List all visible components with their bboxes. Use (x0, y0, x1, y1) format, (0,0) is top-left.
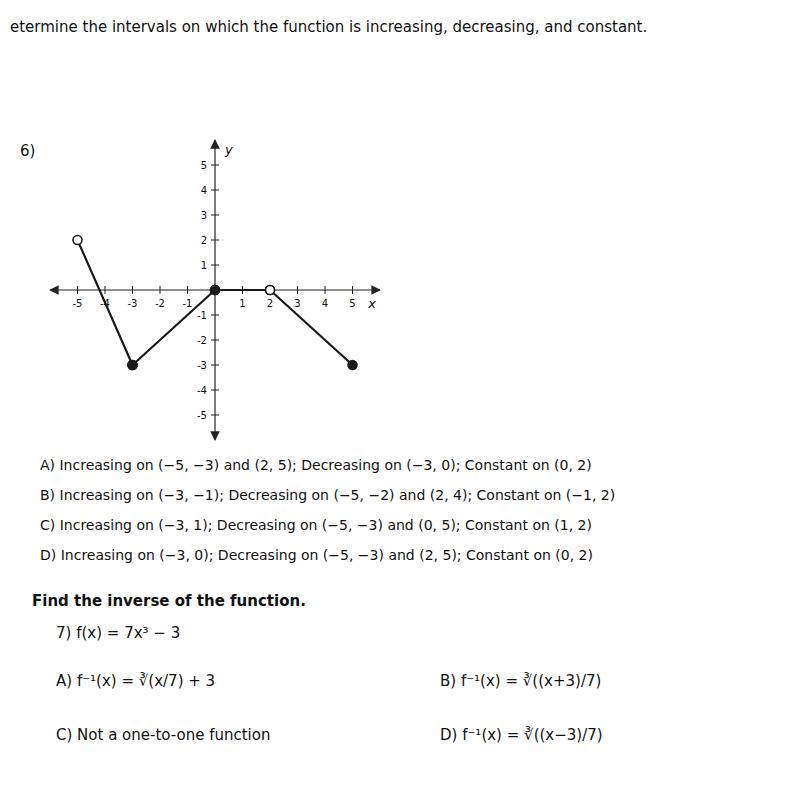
y-axis-label: y (224, 142, 233, 157)
segment (270, 290, 353, 365)
section-label: Find the inverse of the function. (32, 592, 306, 610)
page: etermine the intervals on which the func… (0, 0, 800, 800)
segment (215, 289, 270, 291)
y-tick (211, 340, 219, 341)
data (73, 236, 357, 370)
y-tick-label: -5 (197, 410, 207, 421)
y-tick (211, 365, 219, 366)
x-tick-label: 1 (239, 298, 245, 309)
segment (133, 290, 216, 365)
title: etermine the intervals on which the func… (10, 18, 647, 36)
x-tick-label: 2 (267, 298, 273, 309)
x-tick (297, 286, 298, 294)
x-tick (352, 286, 353, 294)
choice: B) Increasing on (−3, −1); Decreasing on… (40, 487, 615, 503)
x-tick (325, 286, 326, 294)
y-tick-label: -2 (197, 335, 207, 346)
open-dot (73, 236, 82, 245)
open-dot (266, 286, 275, 295)
y-tick-label: 2 (201, 235, 207, 246)
y-tick-label: -1 (197, 310, 207, 321)
y-tick-label: 5 (201, 160, 207, 171)
closed-dot (348, 361, 357, 370)
closed-dot (128, 361, 137, 370)
closed-dot (128, 361, 137, 370)
x-tick (132, 286, 133, 294)
x-tick-label: 4 (322, 298, 328, 309)
y-tick-label: 1 (201, 260, 207, 271)
x-tick-label: -3 (128, 298, 138, 309)
x-tick-label: -5 (73, 298, 83, 309)
y-tick-label: 3 (201, 210, 207, 221)
y-tick (211, 240, 219, 241)
x-tick (105, 286, 106, 294)
x-tick-label: -2 (155, 298, 165, 309)
x-tick (77, 286, 78, 294)
open-dot (266, 286, 275, 295)
y-tick (211, 190, 219, 191)
choice: B) f⁻¹(x) = ∛((x+3)/7) (440, 672, 601, 690)
y-tick (211, 390, 219, 391)
choice: C) Not a one-to-one function (56, 726, 270, 744)
x-tick (187, 286, 188, 294)
y-tick-label: -4 (197, 385, 207, 396)
axes: -5-4-3-2-112345-5-4-3-2-112345xy (50, 140, 380, 440)
choice: D) Increasing on (−3, 0); Decreasing on … (40, 547, 593, 563)
y-tick-label: -3 (197, 360, 207, 371)
choice: C) Increasing on (−3, 1); Decreasing on … (40, 517, 592, 533)
y-tick (211, 165, 219, 166)
problem-number: 6) (20, 142, 35, 160)
segment (78, 240, 133, 365)
y-tick (211, 265, 219, 266)
x-tick-label: 3 (294, 298, 300, 309)
y-tick (211, 315, 219, 316)
x-tick (160, 286, 161, 294)
y-tick-label: 4 (201, 185, 207, 196)
y-tick (211, 215, 219, 216)
problem: 7) f(x) = 7x³ − 3 (56, 624, 180, 642)
x-tick-label: -1 (183, 298, 193, 309)
choice: A) Increasing on (−5, −3) and (2, 5); De… (40, 457, 592, 473)
choice: A) f⁻¹(x) = ∛(x/7) + 3 (56, 672, 215, 690)
choice: D) f⁻¹(x) = ∛((x−3)/7) (440, 726, 603, 744)
closed-dot (211, 286, 220, 295)
y-tick (211, 415, 219, 416)
x-tick-label: 5 (349, 298, 355, 309)
x-axis-label: x (367, 296, 376, 311)
closed-dot (211, 286, 220, 295)
